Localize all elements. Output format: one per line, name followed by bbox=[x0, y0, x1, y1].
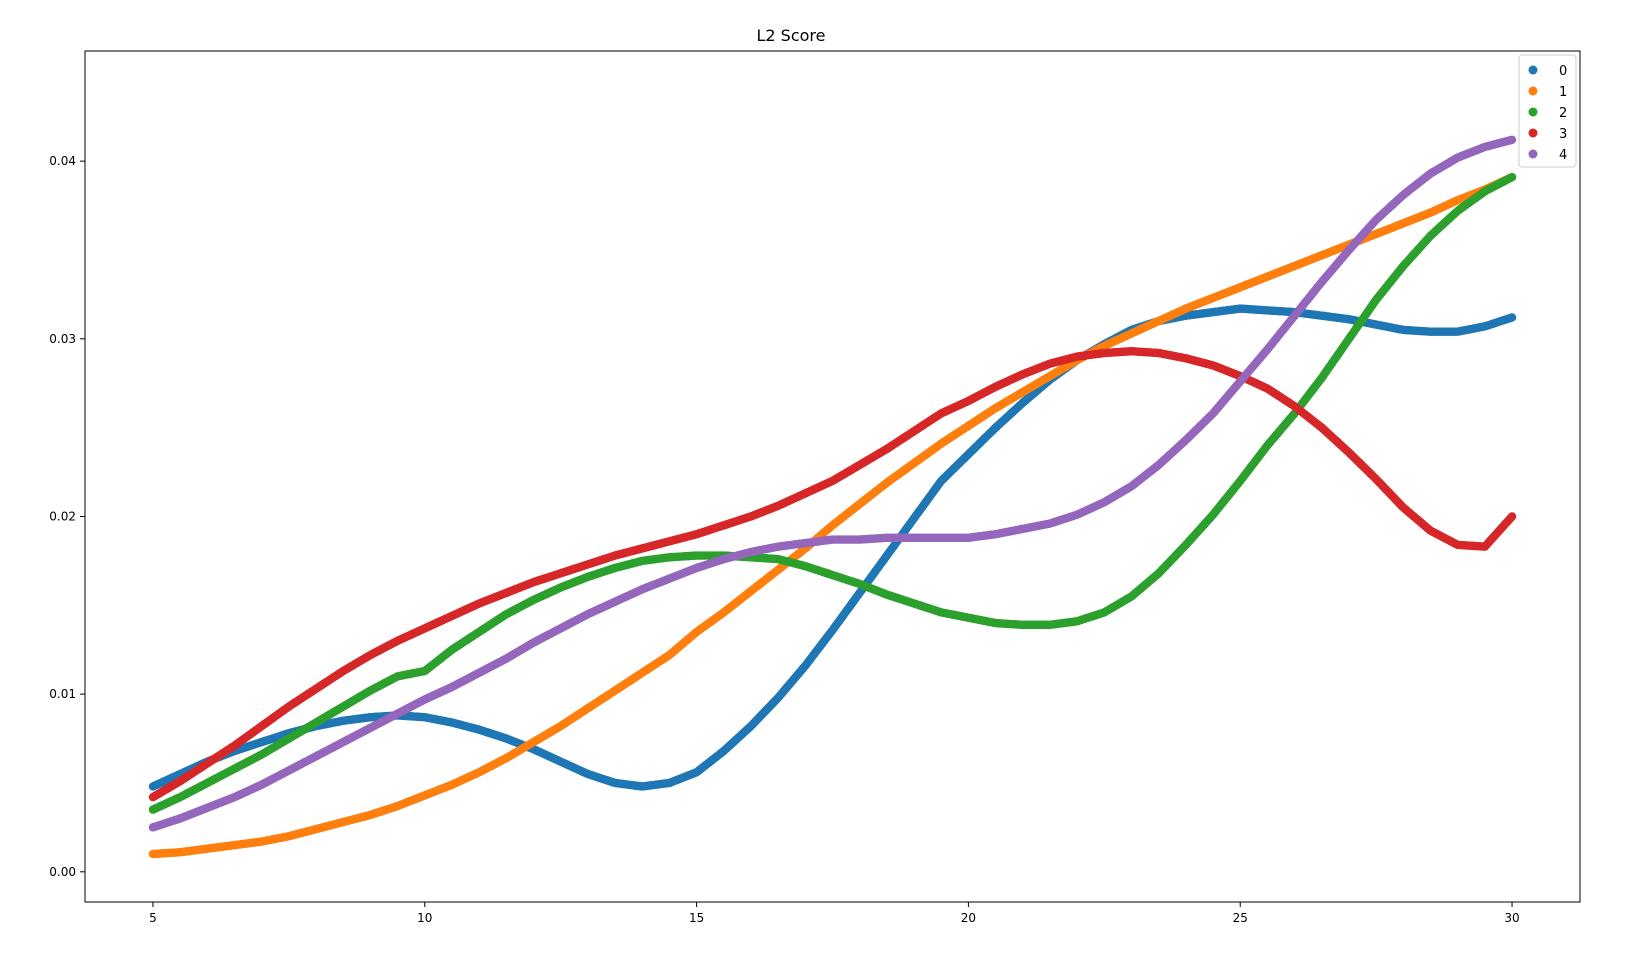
series-1 bbox=[148, 172, 1517, 859]
plot-marks bbox=[148, 135, 1517, 859]
data-point bbox=[1507, 313, 1517, 322]
data-point bbox=[1507, 172, 1517, 182]
data-point bbox=[1507, 512, 1517, 521]
chart-title: L2 Score bbox=[757, 26, 826, 45]
